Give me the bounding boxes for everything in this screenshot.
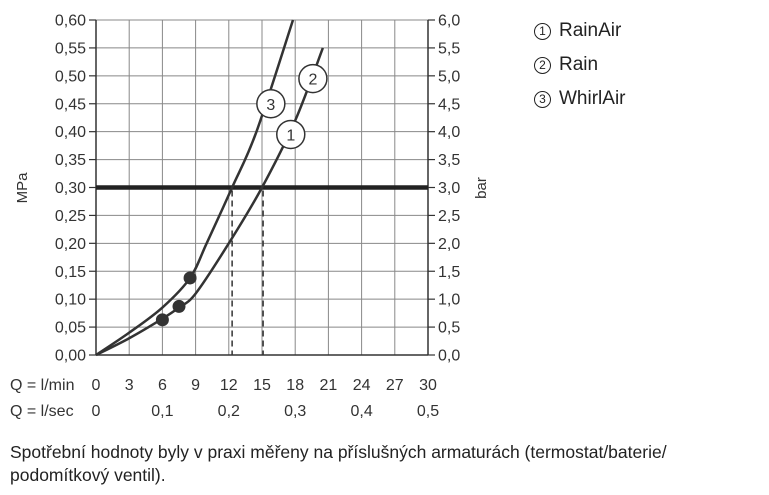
y-axis-right-label: bar [473, 177, 490, 199]
x-row-0-tick-6: 18 [286, 377, 304, 394]
x-row-0-tick-5: 15 [253, 377, 271, 394]
x-axis-rows: Q = l/min 0 3 6 9 12 15 18 21 24 27 30 Q = l/sec 0 0,1… [10, 377, 439, 420]
legend-marker-2: 2 [534, 56, 551, 74]
y-left-tick-label-2: 0,10 [55, 292, 86, 309]
x-row-1-tick-0: 0 [92, 403, 101, 420]
x-row-0-tick-4: 12 [220, 377, 238, 394]
legend-marker-3: 3 [534, 90, 551, 108]
x-row-0-tick-10: 30 [419, 377, 437, 394]
y-right-tick-label-3: 1,5 [438, 264, 460, 281]
x-row-0-tick-7: 21 [320, 377, 338, 394]
y-right-tick-label-4: 2,0 [438, 236, 460, 253]
x-row-0-tick-0: 0 [92, 377, 101, 394]
y-left-tick-label-0: 0,00 [55, 348, 86, 365]
y-right-tick-label-9: 4,5 [438, 96, 460, 113]
x-row-1-tick-3: 0,3 [284, 403, 306, 420]
legend-marker-1: 1 [534, 22, 551, 40]
y-axis-right-ticks: 0,0 0,5 1,0 1,5 2,0 2,5 3,0 3,5 4,0 4,5 5,0 5,5 6,0 [428, 13, 460, 365]
y-right-tick-label-1: 0,5 [438, 320, 460, 337]
series-dots [155, 271, 197, 327]
y-right-tick-label-7: 3,5 [438, 152, 460, 169]
series-dot-rain [172, 299, 186, 313]
series-marker-label-2: 2 [308, 72, 317, 89]
y-left-tick-label-10: 0,50 [55, 68, 86, 85]
y-left-tick-label-7: 0,35 [55, 152, 86, 169]
legend-item-whirlair: 3 WhirlAir [534, 82, 626, 116]
y-right-tick-label-0: 0,0 [438, 348, 460, 365]
legend-label-whirlair: WhirlAir [559, 88, 626, 109]
y-left-tick-label-12: 0,60 [55, 13, 86, 30]
y-right-tick-label-11: 5,5 [438, 40, 460, 57]
legend-label-rain: Rain [559, 54, 599, 75]
legend: 1 RainAir 2 Rain 3 WhirlAir [534, 14, 626, 116]
x-row-0-tick-8: 24 [353, 377, 371, 394]
legend-label-rainair: RainAir [559, 20, 622, 41]
y-left-tick-label-6: 0,30 [55, 180, 86, 197]
y-left-tick-label-11: 0,55 [55, 40, 86, 57]
x-row-0-tick-9: 27 [386, 377, 404, 394]
x-row-0-tick-1: 3 [125, 377, 134, 394]
x-row-1-tick-5: 0,5 [417, 403, 439, 420]
pressure-flow-chart: 0,000,050,100,150,200,250,300,350,400,45… [10, 13, 490, 421]
x-row-0-tick-2: 6 [158, 377, 167, 394]
x-row-label-1: Q = l/sec [10, 403, 74, 420]
series-line-whirlair [95, 19, 295, 357]
series-marker-label-3: 3 [266, 97, 275, 114]
y-right-tick-label-2: 1,0 [438, 292, 460, 309]
series-marker-circle-2 [298, 63, 328, 94]
y-left-tick-label-5: 0,25 [55, 208, 86, 225]
y-right-tick-label-10: 5,0 [438, 68, 460, 85]
footnote: Spotřební hodnoty byly v praxi měřeny na… [10, 442, 667, 485]
series-dot-rainair [155, 313, 169, 327]
series-line-rainair [95, 47, 325, 357]
series-marker-circle-3 [256, 89, 286, 119]
y-right-tick-label-8: 4,0 [438, 124, 460, 141]
x-row-1-tick-4: 0,4 [350, 403, 372, 420]
y-axis-left-ticks: 0,00 0,05 0,10 0,15 0,20 0,25 0,30 0,35 0,40 0,45… [55, 13, 96, 365]
y-left-tick-label-8: 0,40 [55, 124, 86, 141]
y-axis-left-label: MPa [14, 172, 31, 204]
y-right-tick-label-6: 3,0 [438, 180, 460, 197]
drop-lines [231, 190, 264, 355]
y-right-tick-label-5: 2,5 [438, 208, 460, 225]
series-dot-whirlair [183, 271, 197, 285]
x-row-1-tick-2: 0,2 [218, 403, 240, 420]
x-row-1-tick-1: 0,1 [151, 403, 173, 420]
x-row-label-0: Q = l/min [10, 377, 74, 394]
legend-item-rain: 2 Rain [534, 48, 626, 82]
legend-item-rainair: 1 RainAir [534, 14, 626, 48]
series-marker-circle-1 [276, 119, 306, 150]
y-left-tick-label-1: 0,05 [55, 320, 86, 337]
y-left-tick-label-9: 0,45 [55, 96, 86, 113]
x-row-0-tick-3: 9 [191, 377, 200, 394]
y-left-tick-label-4: 0,20 [55, 236, 86, 253]
y-left-tick-label-3: 0,15 [55, 264, 86, 281]
series-markers: 1 2 3 [256, 63, 328, 150]
series-marker-label-1: 1 [286, 127, 295, 144]
y-right-tick-label-12: 6,0 [438, 13, 460, 30]
